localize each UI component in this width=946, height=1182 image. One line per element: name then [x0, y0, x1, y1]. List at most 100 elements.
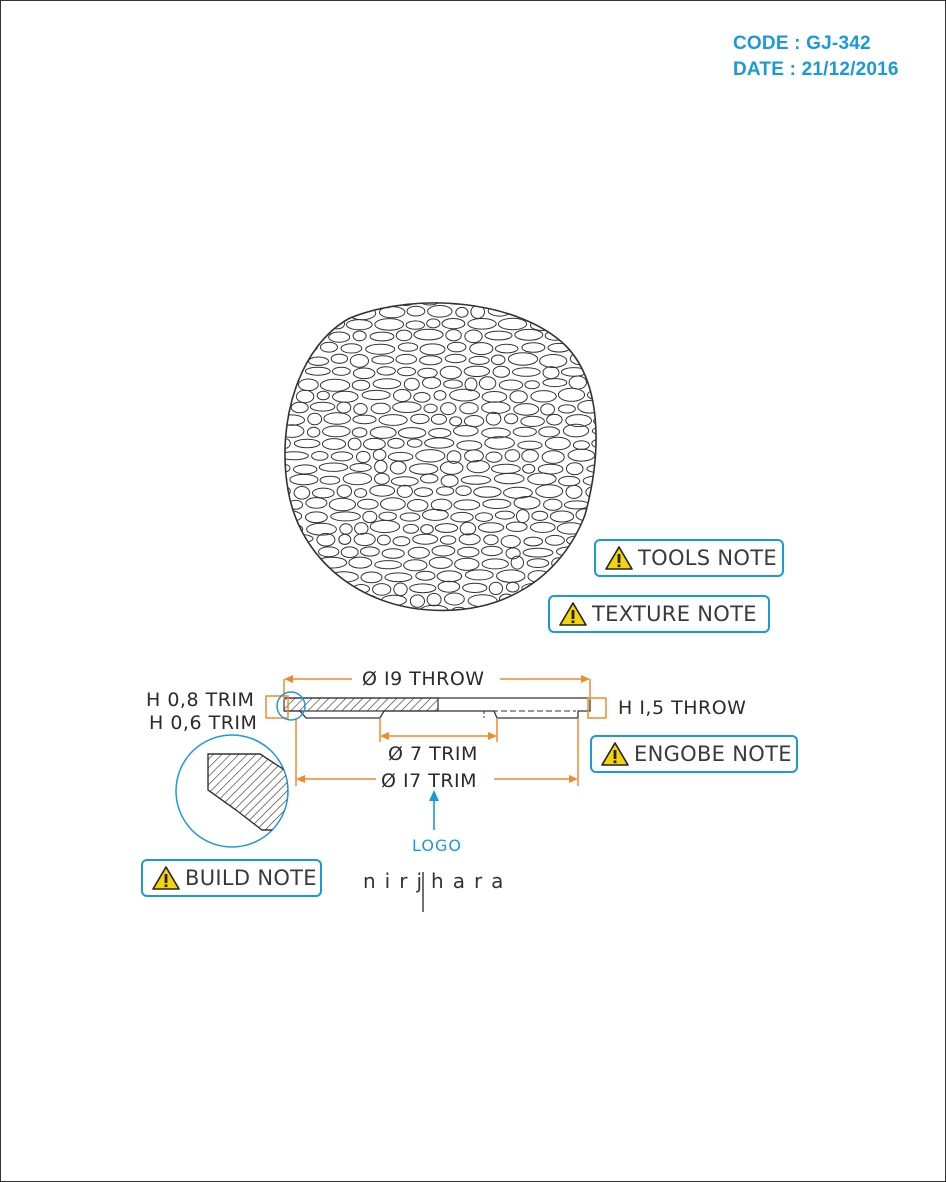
pebble [436, 486, 455, 496]
pebble [360, 571, 383, 584]
pebble [332, 390, 359, 403]
pebble [330, 451, 354, 462]
pebble [493, 472, 525, 485]
pebble [552, 569, 579, 582]
pebble [459, 402, 479, 415]
pebble [595, 508, 597, 522]
pebble [363, 302, 379, 306]
pebble [437, 580, 461, 593]
pebble [330, 318, 345, 330]
warning-triangle-icon [605, 546, 633, 570]
pebble [455, 485, 472, 497]
pebble [409, 583, 437, 594]
pebble [284, 510, 303, 523]
pebble [422, 376, 442, 389]
pebble [434, 523, 459, 533]
texture-note-button[interactable]: TEXTURE NOTE [548, 595, 770, 633]
pebble [598, 452, 628, 460]
pebble [417, 367, 438, 379]
pebble [339, 523, 353, 535]
pebble [542, 378, 568, 388]
pebble [602, 343, 621, 351]
pebble [381, 548, 405, 559]
pebble [464, 449, 484, 463]
pebble [410, 413, 430, 425]
pebble [592, 496, 597, 509]
pebble [605, 366, 625, 378]
pebble [481, 558, 509, 570]
pebble [374, 472, 390, 485]
pebble [316, 390, 330, 401]
pebble [419, 355, 443, 366]
plate-top-view [284, 302, 636, 612]
pebble [284, 332, 299, 343]
pebble [594, 355, 597, 366]
pebble [544, 534, 565, 546]
pebble [284, 500, 287, 510]
tools-note-button[interactable]: TOOLS NOTE [594, 539, 784, 577]
tools-note-label: TOOLS NOTE [638, 546, 777, 570]
pebble [512, 426, 537, 437]
header-block: CODE : GJ-342 DATE : 21/12/2016 [733, 31, 899, 83]
pebble [603, 581, 616, 593]
pebble [293, 438, 321, 449]
pebble [330, 511, 361, 522]
pebble [289, 473, 319, 486]
pebble [469, 606, 495, 611]
pebble [369, 484, 396, 497]
pebble [541, 450, 565, 464]
pebble [462, 582, 488, 594]
pebble [311, 451, 329, 461]
pebble [339, 594, 357, 607]
pebble [284, 474, 288, 487]
pebble [323, 412, 352, 425]
pebble [305, 497, 328, 509]
pebble [428, 556, 453, 569]
pebble [319, 475, 341, 485]
pebble [582, 475, 597, 486]
pebble [565, 462, 584, 476]
pebble [363, 437, 386, 451]
pebble [488, 581, 504, 596]
pebble [538, 426, 560, 438]
pebble [475, 302, 495, 306]
pebble [441, 318, 466, 330]
pebble [393, 389, 412, 402]
pebble [447, 341, 467, 353]
pebble [376, 534, 391, 546]
pebble [413, 487, 434, 498]
pebble [284, 484, 291, 498]
pebble [306, 522, 337, 536]
pebble [387, 437, 405, 449]
pebble [455, 306, 469, 318]
pebble [374, 459, 388, 474]
pebble [284, 521, 286, 532]
pebble [284, 607, 301, 611]
pebble [524, 380, 540, 390]
pebble [515, 594, 533, 604]
engobe-note-button[interactable]: ENGOBE NOTE [590, 735, 798, 773]
logo-caption: LOGO [412, 836, 462, 855]
pebble [340, 343, 363, 354]
pebble [395, 329, 413, 342]
pebble [392, 536, 411, 547]
pebble [320, 341, 338, 353]
pebble [587, 302, 597, 307]
pebble [481, 427, 511, 439]
pebble [321, 438, 347, 450]
build-note-button[interactable]: BUILD NOTE [141, 859, 322, 897]
pebble [586, 464, 597, 474]
dimension-lines [265, 678, 607, 786]
pebble [376, 366, 396, 376]
pebble [494, 510, 515, 520]
pebble [290, 401, 309, 414]
pebble [443, 379, 463, 389]
pebble [393, 582, 408, 597]
pebble [423, 403, 438, 414]
pebble [348, 556, 373, 569]
pebble [336, 401, 352, 414]
pebble [568, 330, 588, 340]
height-throw-bracket [587, 697, 607, 719]
pebble [609, 308, 636, 317]
pebble [464, 569, 494, 581]
